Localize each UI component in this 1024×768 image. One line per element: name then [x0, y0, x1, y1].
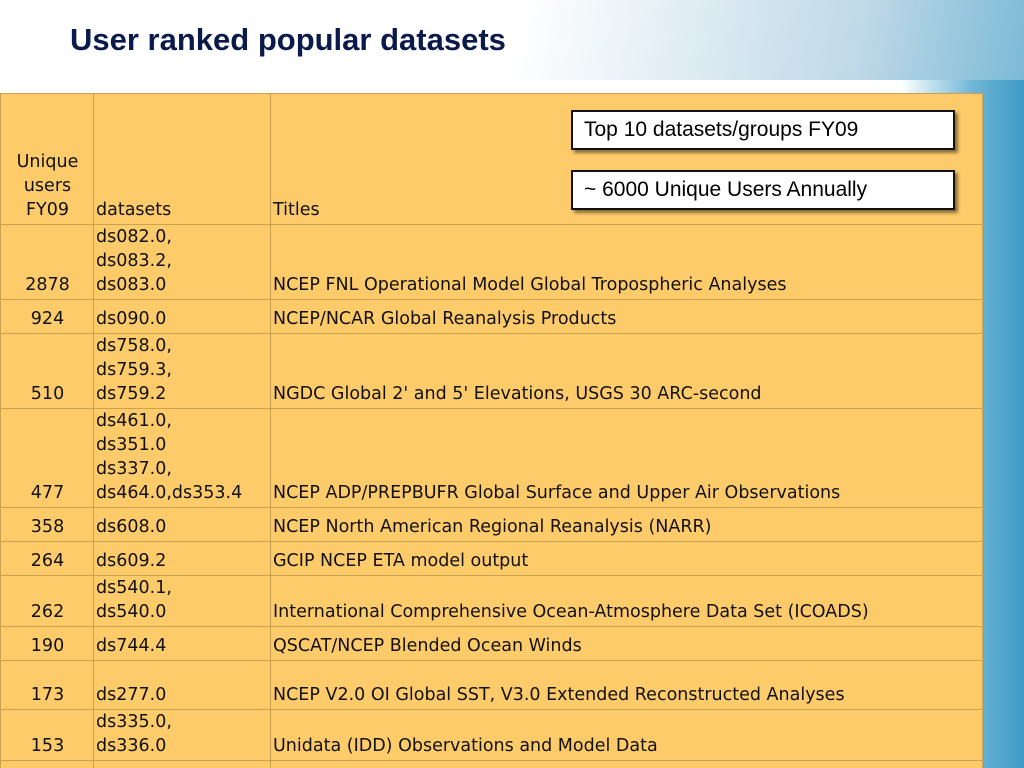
title-cell: NCEP FNL Operational Model Global Tropos…	[270, 224, 983, 300]
datasets-cell: ds277.0	[93, 660, 271, 710]
users-cell: 264	[0, 541, 94, 576]
data-row: 262 ds540.1, ds540.0 International Compreh…	[0, 575, 983, 627]
users-cell: 358	[0, 507, 94, 542]
data-row: 173 ds277.0 NCEP V2.0 OI Global SST, V3.0 …	[0, 660, 983, 710]
datasets-cell: ds090.0	[93, 299, 271, 334]
data-row: 5921All DatasetsAll DSS datasets	[0, 760, 983, 768]
datasets-cell: datasets	[93, 93, 271, 225]
users-cell: 153	[0, 709, 94, 761]
datasets-cell: All Datasets	[93, 760, 271, 768]
title-cell: NCEP/NCAR Global Reanalysis Products	[270, 299, 983, 334]
callout: ~ 6000 Unique Users Annually	[571, 170, 955, 210]
slide-title: User ranked popular datasets	[70, 22, 506, 57]
data-row: 510 ds758.0, ds759.3, ds759.2 NGDC Global …	[0, 333, 983, 409]
users-cell: 924	[0, 299, 94, 334]
users-cell: 173	[0, 660, 94, 710]
users-cell: 2878	[0, 224, 94, 300]
datasets-cell: ds758.0, ds759.3, ds759.2	[93, 333, 271, 409]
datasets-cell: ds335.0, ds336.0	[93, 709, 271, 761]
title-cell: NCEP V2.0 OI Global SST, V3.0 Extended R…	[270, 660, 983, 710]
datasets-cell: ds082.0, ds083.2, ds083.0	[93, 224, 271, 300]
data-row: 190 ds744.4 QSCAT/NCEP Blended Ocean Winds	[0, 626, 983, 661]
data-row: 264 ds609.2 GCIP NCEP ETA model output	[0, 541, 983, 576]
users-cell: 477	[0, 408, 94, 508]
data-row: 2878 ds082.0, ds083.2, ds083.0 NCEP FNL Op…	[0, 224, 983, 300]
datasets-cell: ds540.1, ds540.0	[93, 575, 271, 627]
title-cell: GCIP NCEP ETA model output	[270, 541, 983, 576]
callout: Top 10 datasets/groups FY09	[571, 110, 955, 150]
title-cell: All DSS datasets	[270, 760, 983, 768]
datasets-cell: ds461.0, ds351.0 ds337.0, ds464.0,ds353.…	[93, 408, 271, 508]
users-cell: 190	[0, 626, 94, 661]
title-cell: NGDC Global 2' and 5' Elevations, USGS 3…	[270, 333, 983, 409]
users-cell: 5921	[0, 760, 94, 768]
title-cell: QSCAT/NCEP Blended Ocean Winds	[270, 626, 983, 661]
title-cell: International Comprehensive Ocean-Atmosp…	[270, 575, 983, 627]
users-cell: Unique users FY09	[0, 93, 94, 225]
data-row: 477 ds461.0, ds351.0 ds337.0, ds464.0,ds3…	[0, 408, 983, 508]
data-row: 924 ds090.0 NCEP/NCAR Global Reanalysis Pr…	[0, 299, 983, 334]
users-cell: 262	[0, 575, 94, 627]
data-row: 358 ds608.0 NCEP North American Regional R…	[0, 507, 983, 542]
datasets-cell: ds744.4	[93, 626, 271, 661]
data-row: 153 ds335.0, ds336.0 Unidata (IDD) Observa…	[0, 709, 983, 761]
datasets-cell: ds608.0	[93, 507, 271, 542]
title-cell: NCEP North American Regional Reanalysis …	[270, 507, 983, 542]
title-cell: NCEP ADP/PREPBUFR Global Surface and Upp…	[270, 408, 983, 508]
title-cell: Unidata (IDD) Observations and Model Dat…	[270, 709, 983, 761]
datasets-cell: ds609.2	[93, 541, 271, 576]
users-cell: 510	[0, 333, 94, 409]
